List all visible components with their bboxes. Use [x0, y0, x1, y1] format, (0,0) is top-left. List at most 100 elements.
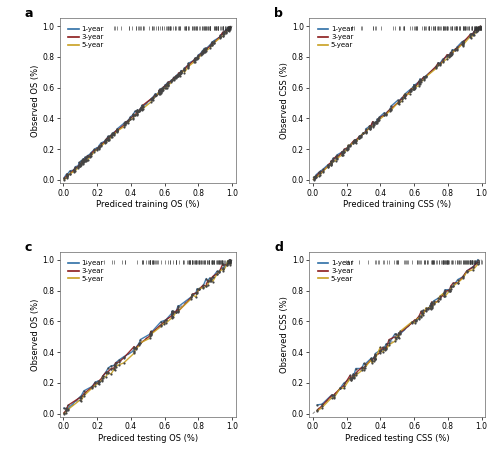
- Point: [157, 323, 165, 330]
- Point: [400, 94, 408, 101]
- Point: [207, 275, 215, 282]
- Point: [224, 25, 232, 32]
- Point: [356, 134, 364, 142]
- Point: [412, 317, 420, 324]
- Point: [224, 26, 232, 33]
- Point: [90, 147, 98, 154]
- Point: [386, 106, 394, 113]
- Point: [370, 121, 378, 128]
- Point: [318, 402, 326, 409]
- Point: [368, 356, 376, 363]
- Point: [191, 56, 199, 64]
- Point: [315, 169, 323, 176]
- Point: [191, 56, 199, 64]
- Point: [410, 84, 418, 91]
- Point: [86, 153, 94, 160]
- Point: [130, 112, 138, 119]
- Point: [147, 331, 155, 338]
- Point: [146, 333, 154, 340]
- Point: [156, 90, 164, 98]
- Point: [176, 72, 184, 79]
- Point: [136, 340, 144, 347]
- Point: [351, 136, 359, 144]
- Point: [136, 340, 143, 348]
- Point: [394, 333, 402, 341]
- Point: [342, 147, 350, 154]
- Point: [374, 116, 382, 124]
- Point: [164, 79, 172, 86]
- Point: [80, 158, 88, 166]
- Point: [172, 73, 180, 81]
- Point: [98, 374, 106, 381]
- Point: [340, 380, 347, 387]
- Point: [191, 58, 199, 65]
- Point: [81, 158, 89, 165]
- Point: [356, 132, 364, 140]
- Point: [318, 404, 326, 411]
- Point: [202, 47, 210, 55]
- Point: [104, 368, 112, 375]
- Point: [207, 277, 215, 284]
- Point: [115, 356, 123, 364]
- Point: [107, 365, 115, 372]
- Point: [362, 128, 370, 136]
- Point: [80, 156, 88, 163]
- Point: [108, 130, 116, 137]
- Point: [146, 335, 154, 342]
- Point: [86, 153, 94, 160]
- Point: [130, 110, 138, 118]
- Point: [102, 139, 110, 146]
- Point: [222, 262, 230, 269]
- Point: [216, 33, 224, 40]
- Point: [339, 149, 347, 156]
- Point: [392, 335, 400, 343]
- Point: [156, 90, 164, 97]
- Point: [324, 163, 332, 170]
- Point: [120, 121, 128, 129]
- Point: [448, 49, 456, 56]
- Point: [415, 78, 423, 85]
- Point: [94, 380, 102, 387]
- Point: [422, 73, 430, 80]
- Point: [372, 118, 380, 125]
- Point: [184, 60, 192, 67]
- Point: [172, 71, 180, 79]
- Point: [370, 353, 378, 360]
- Point: [121, 119, 129, 126]
- Point: [132, 344, 140, 352]
- Point: [158, 86, 166, 93]
- Point: [332, 157, 340, 164]
- Point: [184, 62, 192, 70]
- Point: [200, 47, 207, 54]
- Point: [148, 94, 156, 101]
- Point: [347, 376, 355, 383]
- Point: [440, 291, 448, 298]
- Point: [418, 309, 426, 316]
- Point: [202, 282, 210, 289]
- Point: [158, 86, 166, 93]
- Point: [113, 127, 121, 134]
- Point: [172, 73, 180, 81]
- Point: [376, 114, 384, 121]
- Point: [422, 304, 430, 311]
- Point: [338, 151, 346, 158]
- Point: [80, 160, 88, 167]
- Point: [107, 370, 115, 377]
- Point: [219, 32, 227, 39]
- Point: [418, 309, 426, 316]
- Point: [398, 98, 406, 105]
- Point: [134, 106, 141, 114]
- Point: [406, 87, 414, 95]
- Point: [410, 81, 418, 88]
- Point: [104, 134, 112, 141]
- Point: [113, 125, 121, 132]
- Point: [130, 112, 138, 120]
- Point: [147, 328, 155, 335]
- Point: [348, 375, 356, 382]
- Point: [387, 103, 395, 110]
- Point: [415, 77, 423, 85]
- Point: [350, 374, 358, 382]
- Point: [327, 159, 335, 166]
- Y-axis label: Observed CSS (%): Observed CSS (%): [280, 296, 289, 373]
- Point: [394, 334, 402, 341]
